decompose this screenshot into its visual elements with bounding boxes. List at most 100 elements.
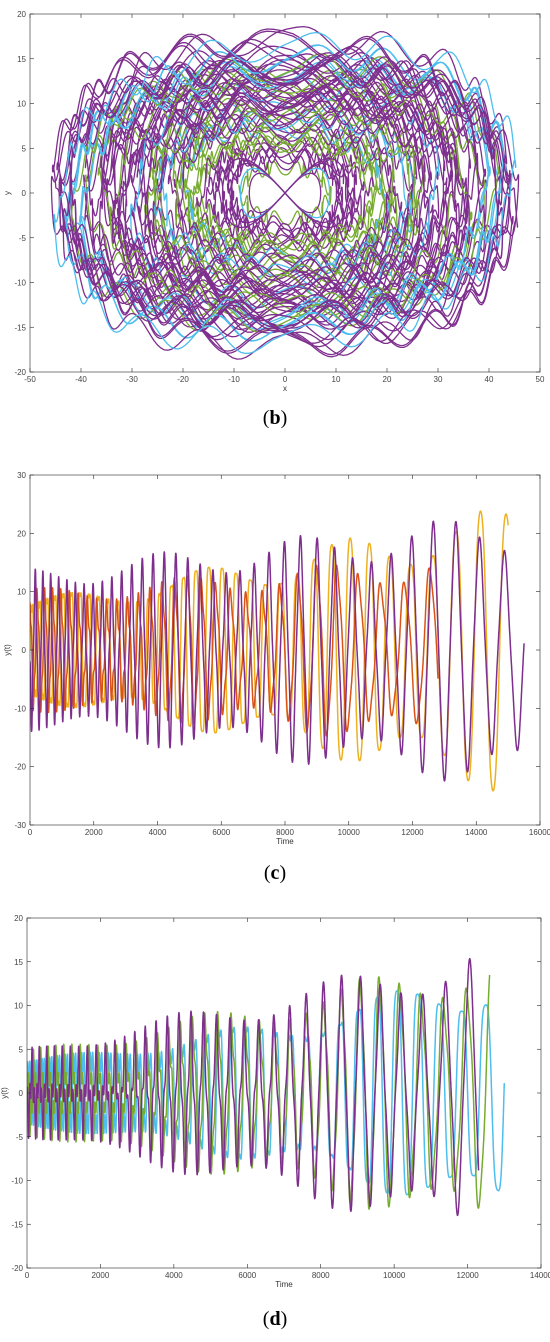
series-group bbox=[30, 510, 525, 792]
x-tick-label: -20 bbox=[177, 375, 189, 384]
x-tick-label: 40 bbox=[485, 375, 494, 384]
y-axis-label: y bbox=[3, 191, 12, 195]
x-tick-label: 14000 bbox=[530, 1271, 550, 1280]
trajectory-curve bbox=[175, 111, 395, 275]
trajectory-curve bbox=[173, 122, 397, 264]
caption-close-paren: ) bbox=[280, 407, 288, 429]
trajectory-curve bbox=[130, 97, 440, 288]
y-tick-label: -10 bbox=[14, 279, 26, 288]
y-tick-label: 30 bbox=[17, 471, 26, 480]
y-tick-label: -10 bbox=[14, 704, 26, 713]
x-tick-label: 10000 bbox=[383, 1271, 406, 1280]
trajectory-curve bbox=[227, 147, 343, 239]
trajectory-curve bbox=[63, 44, 507, 342]
time-series-chart-d: 0 2000 4000 6000 8000 10000 12000 14000 -20 -15 -1… bbox=[0, 914, 550, 1289]
x-tick-label: 8000 bbox=[276, 828, 294, 837]
y-tick-label: 0 bbox=[22, 646, 27, 655]
x-tick-label: 12000 bbox=[456, 1271, 479, 1280]
x-tick-label: 30 bbox=[434, 375, 443, 384]
y-tick-label: 0 bbox=[22, 189, 27, 198]
trajectory-curve bbox=[56, 38, 514, 348]
trajectory-curve bbox=[53, 31, 517, 355]
x-tick-label: 20 bbox=[383, 375, 392, 384]
caption-letter: b bbox=[269, 407, 281, 429]
time-series-chart-c: 0 2000 4000 6000 8000 10000 12000 14000 16000 -30… bbox=[3, 471, 550, 846]
x-tick-label: -30 bbox=[126, 375, 138, 384]
series-line bbox=[30, 564, 439, 737]
y-tick-label: 5 bbox=[19, 1045, 24, 1054]
y-tick-label: -5 bbox=[19, 234, 27, 243]
trajectory-curve bbox=[69, 60, 501, 327]
x-tick-label: -40 bbox=[75, 375, 87, 384]
figure-panel-c: 0 2000 4000 6000 8000 10000 12000 14000 16000 -30… bbox=[0, 440, 550, 890]
x-tick-label: 0 bbox=[25, 1271, 30, 1280]
caption-open-paren: ( bbox=[262, 1308, 270, 1330]
y-tick-label: 10 bbox=[14, 1002, 23, 1011]
y-tick-label: -5 bbox=[16, 1133, 24, 1142]
inner-loop bbox=[221, 157, 349, 229]
x-tick-label: 2000 bbox=[85, 828, 103, 837]
series-group bbox=[27, 957, 506, 1217]
y-tick-label: 20 bbox=[17, 10, 26, 19]
figure-caption-b: (b) bbox=[0, 407, 550, 430]
caption-open-paren: ( bbox=[262, 407, 270, 429]
x-tick-label: 10000 bbox=[338, 828, 361, 837]
x-tick-label: 4000 bbox=[149, 828, 167, 837]
trajectory-curve bbox=[50, 54, 520, 333]
x-tick-label: 6000 bbox=[238, 1271, 256, 1280]
caption-letter: d bbox=[269, 1308, 281, 1330]
y-tick-label: -20 bbox=[11, 1264, 23, 1273]
y-tick-label: 10 bbox=[17, 100, 26, 109]
x-axis-label: Time bbox=[276, 837, 294, 846]
y-tick-label: 0 bbox=[19, 1089, 24, 1098]
trajectory-curve bbox=[66, 28, 504, 358]
figure-caption-c: (c) bbox=[0, 862, 550, 885]
trajectory-curve bbox=[192, 134, 378, 252]
phase-portrait-chart: -50 -40 -30 -20 -10 0 10 20 30 40 50-20-15-10-5051… bbox=[3, 10, 545, 393]
y-tick-label: -10 bbox=[11, 1177, 23, 1186]
trajectory-curve bbox=[167, 112, 403, 274]
x-tick-label: 6000 bbox=[212, 828, 230, 837]
figure-panel-d: 0 2000 4000 6000 8000 10000 12000 14000 -20 -15 -1… bbox=[0, 890, 550, 1342]
y-tick-label: -20 bbox=[14, 368, 26, 377]
x-tick-label: 4000 bbox=[165, 1271, 183, 1280]
trajectory-curve bbox=[62, 25, 508, 360]
y-axis-label: y(t) bbox=[3, 644, 12, 656]
y-tick-label: -15 bbox=[14, 323, 26, 332]
trajectory-curve bbox=[156, 113, 414, 273]
trajectory-curve bbox=[98, 54, 472, 331]
caption-open-paren: ( bbox=[263, 862, 271, 884]
x-tick-label: 50 bbox=[536, 375, 545, 384]
y-tick-label: 15 bbox=[17, 55, 26, 64]
trajectory-curve bbox=[153, 109, 417, 277]
y-tick-label: -15 bbox=[11, 1220, 23, 1229]
x-axis-label: x bbox=[283, 384, 287, 393]
trajectory-curve bbox=[144, 99, 426, 287]
x-tick-label: 8000 bbox=[312, 1271, 330, 1280]
x-tick-label: -50 bbox=[24, 375, 36, 384]
x-axis-label: Time bbox=[275, 1280, 293, 1289]
x-tick-label: 16000 bbox=[529, 828, 550, 837]
x-tick-label: 2000 bbox=[92, 1271, 110, 1280]
y-tick-label: 10 bbox=[17, 588, 26, 597]
y-axis-label: y(t) bbox=[0, 1087, 9, 1099]
y-tick-label: 20 bbox=[14, 914, 23, 923]
y-tick-label: -20 bbox=[14, 763, 26, 772]
caption-close-paren: ) bbox=[280, 1308, 288, 1330]
x-tick-label: 10 bbox=[332, 375, 341, 384]
trajectory-curve bbox=[83, 73, 487, 313]
x-tick-label: 12000 bbox=[401, 828, 424, 837]
x-tick-label: 0 bbox=[28, 828, 33, 837]
series-line bbox=[27, 957, 480, 1217]
y-tick-label: 15 bbox=[14, 958, 23, 967]
figure-panel-b: -50 -40 -30 -20 -10 0 10 20 30 40 50 -20 -15 -10 -5 0 5 1… bbox=[0, 0, 550, 440]
y-tick-label: 20 bbox=[17, 529, 26, 538]
x-tick-label: 0 bbox=[283, 375, 288, 384]
x-tick-label: 14000 bbox=[465, 828, 488, 837]
series-line bbox=[30, 520, 525, 782]
y-tick-label: 5 bbox=[22, 144, 27, 153]
caption-close-paren: ) bbox=[279, 862, 287, 884]
trajectory-curve bbox=[205, 140, 365, 246]
caption-letter: c bbox=[270, 862, 280, 884]
x-tick-label: -10 bbox=[228, 375, 240, 384]
